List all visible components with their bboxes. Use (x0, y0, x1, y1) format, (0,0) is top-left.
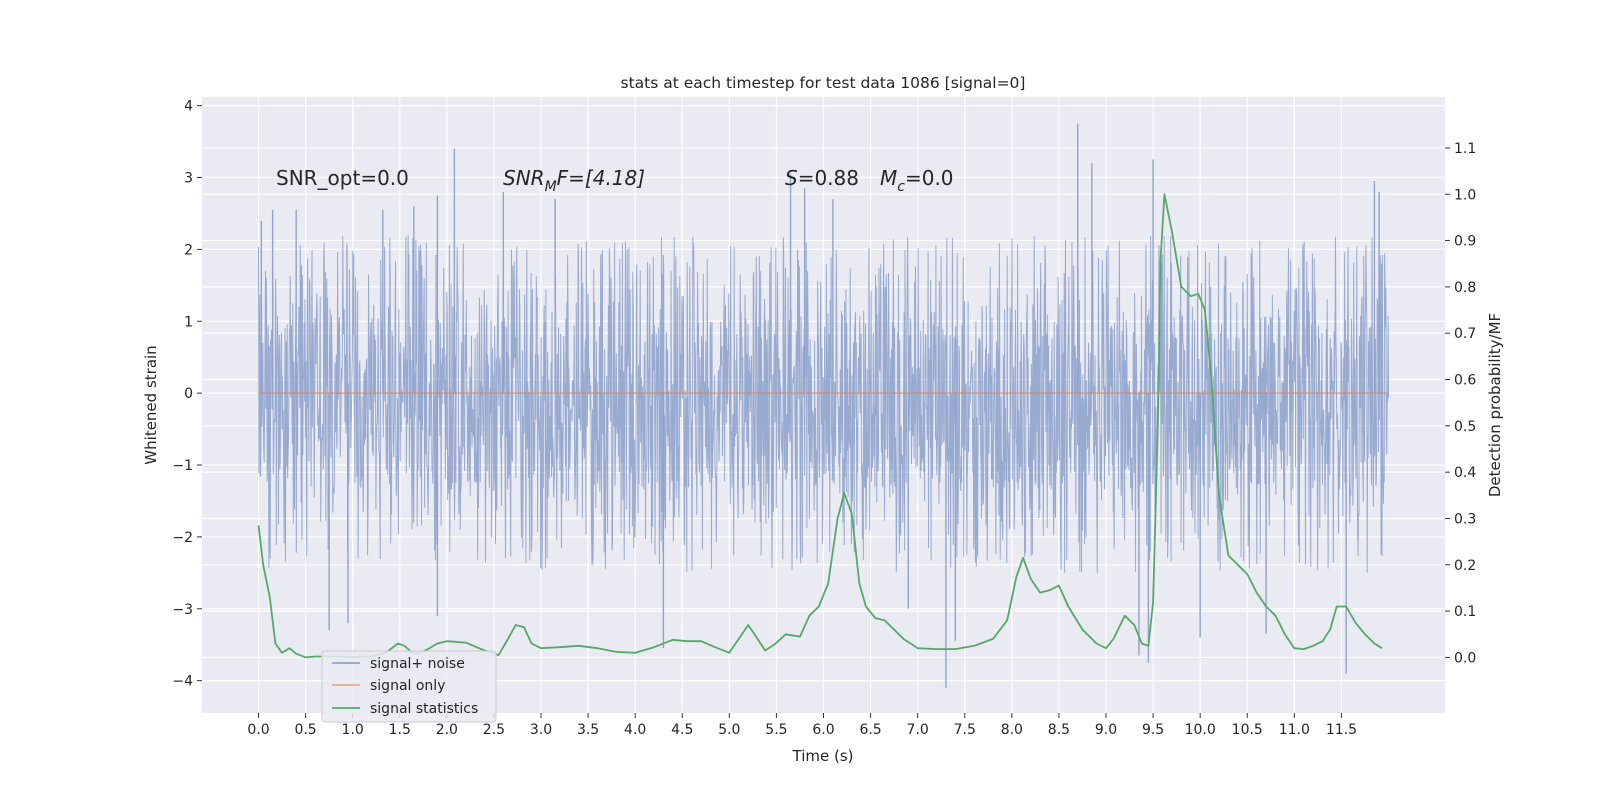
x-tick-label: 1.5 (389, 722, 411, 738)
x-tick-label: 10.0 (1185, 722, 1216, 738)
annotation-snr-mf: SNRMF=[4.18] (503, 166, 645, 195)
y2-tick-label: 0.8 (1454, 280, 1476, 296)
y-tick-label: 1 (184, 314, 193, 330)
x-tick-label: 5.5 (765, 722, 787, 738)
annotation-snr-opt: SNR_opt=0.0 (276, 166, 409, 190)
y2-tick-label: 0.2 (1454, 558, 1476, 574)
y-tick-label: 3 (184, 171, 193, 187)
y-tick-label: 4 (184, 99, 193, 115)
y2-tick-label: 0.6 (1454, 373, 1476, 389)
x-tick-labels: 0.0 0.5 1.0 1.5 2.0 2.5 3.0 3.5 4.0 4.5 5.0 5.5 6.0 6… (247, 713, 1357, 738)
y2-axis-label: Detection probability/MF (1486, 313, 1504, 497)
legend-label-signal-only: signal only (370, 678, 445, 694)
y-tick-label: −2 (172, 530, 193, 546)
signal-statistics-line (257, 193, 1383, 659)
y-axis-label: Whitened strain (142, 345, 160, 464)
y-tick-label: 0 (184, 386, 193, 402)
y2-tick-label: 0.4 (1454, 465, 1476, 481)
y2-tick-labels: 1.1 1.0 0.9 0.8 0.7 0.6 0.5 0.4 0.3 0.2 0.1 0.0 (1445, 141, 1476, 666)
annotation-mc: Mc=0.0 (880, 166, 954, 195)
x-tick-label: 4.0 (624, 722, 646, 738)
x-tick-label: 8.5 (1048, 722, 1070, 738)
x-tick-label: 2.0 (436, 722, 458, 738)
annotation-snr-mf-main: SNR (503, 166, 545, 190)
x-tick-label: 5.0 (718, 722, 740, 738)
x-tick-label: 7.5 (954, 722, 976, 738)
noise-series (258, 123, 1389, 688)
x-tick-label: 11.0 (1279, 722, 1310, 738)
x-tick-label: 7.0 (907, 722, 929, 738)
x-tick-label: 10.5 (1232, 722, 1263, 738)
chart-title: stats at each timestep for test data 108… (621, 74, 1026, 92)
signal-statistics-series (257, 193, 1383, 659)
legend-label-signal-noise: signal+ noise (370, 656, 465, 672)
x-tick-label: 0.0 (247, 722, 269, 738)
x-tick-label: 3.5 (577, 722, 599, 738)
x-tick-label: 3.0 (530, 722, 552, 738)
annotation-snr-mf-sub: M (545, 179, 557, 195)
y-tick-label: −3 (172, 602, 193, 618)
x-tick-label: 11.5 (1326, 722, 1357, 738)
y2-tick-label: 0.0 (1454, 650, 1476, 666)
y-tick-labels: 4 3 2 1 0 −1 −2 −3 −4 (172, 99, 202, 690)
x-tick-label: 8.0 (1001, 722, 1023, 738)
y2-tick-label: 0.1 (1454, 604, 1476, 620)
y-tick-label: −1 (172, 458, 193, 474)
x-tick-label: 9.5 (1142, 722, 1164, 738)
legend-box (321, 650, 497, 723)
y2-tick-label: 1.1 (1454, 141, 1476, 157)
x-tick-label: 0.5 (294, 722, 316, 738)
x-tick-label: 9.0 (1095, 722, 1117, 738)
x-tick-label: 6.5 (859, 722, 881, 738)
legend: signal+ noise signal only signal statist… (321, 650, 497, 723)
y2-tick-label: 0.3 (1454, 511, 1476, 527)
annotation-mc-rest: =0.0 (905, 166, 954, 190)
annotation-s-main: S (785, 166, 798, 190)
annotation-s-rest: =0.88 (798, 166, 859, 190)
x-axis-label: Time (s) (792, 747, 854, 765)
x-tick-label: 2.5 (483, 722, 505, 738)
x-tick-label: 1.0 (342, 722, 364, 738)
y-tick-label: 2 (184, 242, 193, 258)
annotation-mc-sub: c (897, 179, 905, 195)
annotation-snr-mf-rest: F=[4.18] (557, 166, 645, 190)
x-tick-label: 4.5 (671, 722, 693, 738)
x-tick-label: 6.0 (812, 722, 834, 738)
y-tick-label: −4 (172, 674, 193, 690)
y2-tick-label: 0.7 (1454, 326, 1476, 342)
legend-label-signal-statistics: signal statistics (370, 701, 478, 717)
annotation-s: S=0.88 (785, 166, 859, 190)
y2-tick-label: 1.0 (1454, 187, 1476, 203)
y2-tick-label: 0.9 (1454, 234, 1476, 250)
y2-tick-label: 0.5 (1454, 419, 1476, 435)
annotation-mc-main: M (880, 166, 897, 190)
